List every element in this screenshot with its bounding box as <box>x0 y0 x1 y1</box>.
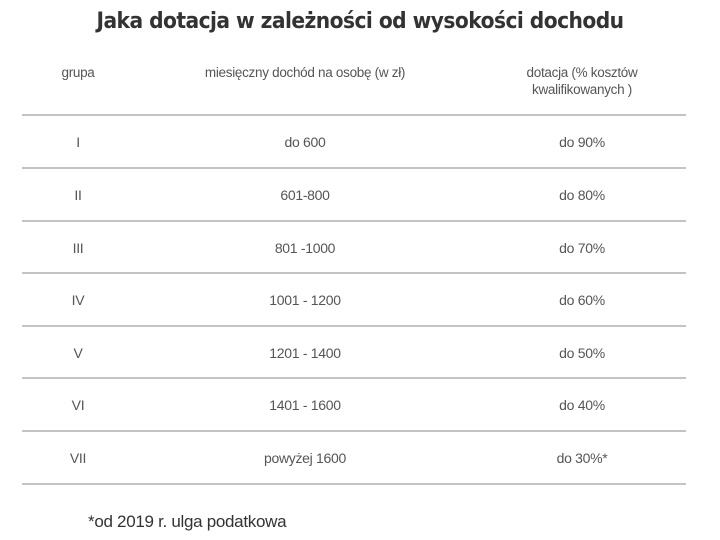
cell-group: III <box>72 240 84 256</box>
cell-income: powyżej 1600 <box>263 450 346 466</box>
row-divider <box>22 430 686 432</box>
cell-group: IV <box>71 292 85 308</box>
column-header-subsidy-line1: dotacja (% kosztów <box>526 65 638 80</box>
cell-income: 1001 - 1200 <box>269 292 341 308</box>
table-row: III 801 -1000 do 70% <box>0 222 720 274</box>
table-row: V 1201 - 1400 do 50% <box>0 327 720 379</box>
row-divider <box>22 167 686 169</box>
table-row: I do 600 do 90% <box>0 116 720 168</box>
cell-income: do 600 <box>284 134 326 150</box>
page-title: Jaka dotacja w zależności od wysokości d… <box>96 9 624 34</box>
cell-group: V <box>73 345 83 361</box>
cell-subsidy: do 60% <box>559 292 605 308</box>
table-row: VII powyżej 1600 do 30%* <box>0 432 720 484</box>
row-divider <box>22 220 686 222</box>
cell-subsidy: do 40% <box>559 397 605 413</box>
cell-subsidy: do 90% <box>559 134 605 150</box>
cell-income: 801 -1000 <box>274 240 336 256</box>
table-row: IV 1001 - 1200 do 60% <box>0 274 720 326</box>
cell-group: VI <box>71 397 85 413</box>
row-divider <box>22 377 686 379</box>
cell-subsidy: do 30%* <box>556 450 608 466</box>
table-bottom-divider <box>22 483 686 485</box>
cell-group: II <box>74 187 82 203</box>
cell-subsidy: do 80% <box>559 187 605 203</box>
column-header-subsidy: dotacja (% kosztów kwalifikowanych ) <box>487 64 677 98</box>
cell-subsidy: do 70% <box>559 240 605 256</box>
column-header-income: miesięczny dochód na osobę (w zł) <box>204 65 406 80</box>
column-header-group: grupa <box>61 65 95 80</box>
row-divider <box>22 272 686 274</box>
cell-income: 1201 - 1400 <box>269 345 341 361</box>
row-divider <box>22 325 686 327</box>
cell-group: I <box>76 134 80 150</box>
cell-income: 601-800 <box>280 187 330 203</box>
cell-income: 1401 - 1600 <box>269 397 341 413</box>
header-divider <box>22 114 686 116</box>
cell-subsidy: do 50% <box>559 345 605 361</box>
column-header-subsidy-line2: kwalifikowanych ) <box>532 82 632 97</box>
table-row: VI 1401 - 1600 do 40% <box>0 379 720 431</box>
cell-group: VII <box>69 450 87 466</box>
table-row: II 601-800 do 80% <box>0 169 720 221</box>
footnote: *od 2019 r. ulga podatkowa <box>88 512 287 531</box>
